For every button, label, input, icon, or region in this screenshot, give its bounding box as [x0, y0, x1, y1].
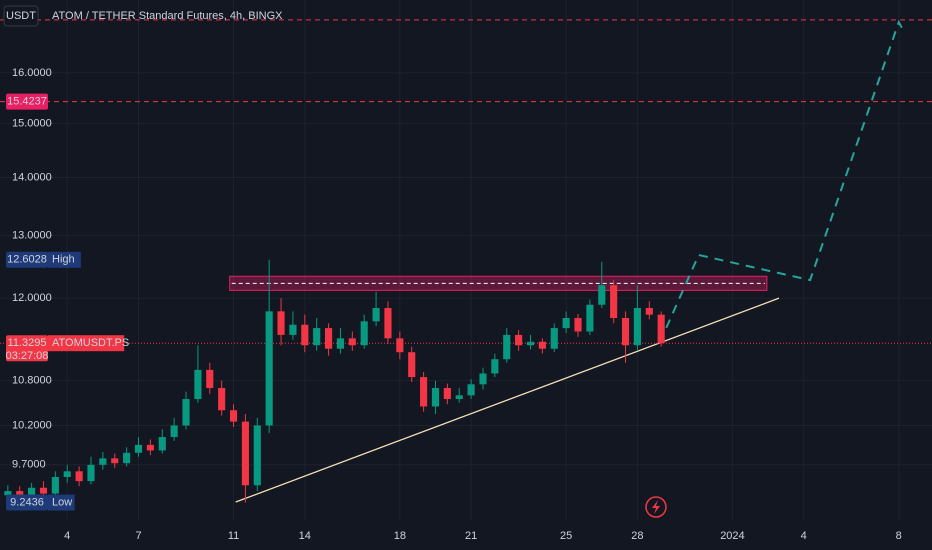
- candle-body: [550, 328, 558, 349]
- x-tick-label: 18: [394, 530, 406, 542]
- candle-body: [348, 338, 356, 346]
- candle-body: [301, 324, 309, 346]
- candle-body: [313, 328, 321, 346]
- price-label-box: [6, 93, 48, 110]
- candle-body: [158, 437, 166, 451]
- candle-body: [206, 369, 214, 388]
- candle-body: [99, 458, 107, 465]
- candle-body: [170, 425, 178, 438]
- candle-body: [633, 308, 641, 346]
- candle-body: [51, 477, 59, 494]
- y-tick-label: 14.0000: [12, 171, 52, 183]
- price-tag-box: [48, 335, 125, 352]
- candle-body: [28, 487, 36, 498]
- candle-body: [336, 338, 345, 349]
- price-label: 15.4237: [7, 95, 47, 107]
- candle-body: [491, 359, 499, 374]
- currency-box[interactable]: [3, 5, 39, 27]
- candle-body: [503, 334, 511, 360]
- x-tick-label: 14: [299, 530, 311, 542]
- candle-body: [146, 444, 154, 451]
- candle-body: [16, 491, 24, 498]
- candle-body: [134, 444, 143, 453]
- candle-body: [265, 311, 273, 426]
- candle-body: [598, 285, 606, 305]
- candle-body: [123, 452, 131, 464]
- candle-body: [420, 377, 428, 407]
- candle-body: [515, 334, 523, 346]
- candle-body: [455, 395, 463, 400]
- candle-body: [75, 471, 83, 482]
- y-tick-label: 10.2000: [12, 419, 52, 431]
- price-tag-box: [48, 494, 75, 511]
- candle-body: [574, 317, 582, 332]
- price-tag: Low: [52, 496, 72, 508]
- candle-body: [289, 324, 297, 335]
- x-tick-label: 4: [64, 530, 70, 542]
- price-tag: High: [52, 254, 75, 266]
- currency: USDT: [6, 10, 36, 22]
- candle-body: [657, 314, 665, 344]
- alert-icon[interactable]: [645, 496, 667, 518]
- candle-body: [467, 384, 475, 396]
- price-label: 11.3295: [8, 337, 47, 349]
- candle-body: [396, 338, 404, 353]
- x-tick-label: 28: [631, 530, 643, 542]
- chart-title: ATOM / TETHER Standard Futures, 4h, BING…: [52, 10, 283, 22]
- candle-body: [360, 321, 368, 346]
- x-tick-label: 7: [135, 530, 141, 542]
- countdown: 03:27:08: [6, 350, 49, 362]
- x-tick-label: 4: [801, 530, 807, 542]
- candle-body: [372, 308, 380, 322]
- candle-body: [194, 369, 202, 400]
- candle-body: [39, 487, 48, 494]
- y-tick-label: 12.0000: [12, 292, 52, 304]
- candle-body: [63, 471, 71, 478]
- candle-body: [645, 308, 653, 315]
- candle-body: [182, 399, 190, 426]
- x-tick-label: 25: [560, 530, 572, 542]
- candle-body: [241, 421, 249, 486]
- price-label-box: [6, 335, 48, 362]
- candle-body: [443, 387, 451, 400]
- y-tick-label: 10.8000: [12, 375, 52, 387]
- y-tick-label: 15.0000: [12, 117, 52, 129]
- price-tag: ATOMUSDT.PS: [52, 337, 129, 349]
- projection-path: [658, 19, 906, 343]
- price-label: 12.6028: [7, 254, 47, 266]
- candle-body: [408, 352, 416, 378]
- candle-body: [384, 308, 392, 339]
- candle-body: [325, 328, 333, 349]
- x-tick-label: 8: [896, 530, 902, 542]
- candle-body: [526, 341, 535, 346]
- candle-body: [610, 285, 618, 318]
- candle-body: [562, 317, 570, 329]
- price-label-box: [6, 494, 48, 511]
- price-label-box: [6, 251, 48, 268]
- candle-body: [111, 458, 119, 464]
- candle-body: [4, 491, 12, 496]
- x-tick-label: 2024: [720, 530, 744, 542]
- price-label: 9.2436: [10, 496, 44, 508]
- y-tick-label: 16.0000: [12, 67, 52, 79]
- candle-body: [229, 410, 238, 422]
- candle-body: [621, 317, 630, 346]
- x-tick-label: 11: [228, 530, 239, 542]
- x-tick-label: 21: [465, 530, 477, 542]
- candle-body: [253, 425, 261, 486]
- trendline: [235, 297, 780, 503]
- y-tick-label: 13.0000: [12, 229, 52, 241]
- price-tag-box: [48, 251, 81, 268]
- candle-body: [479, 373, 487, 385]
- candle-body: [586, 304, 594, 332]
- candle-body: [218, 387, 226, 411]
- candle-body: [431, 387, 440, 407]
- candle-body: [538, 341, 546, 349]
- candle-body: [87, 464, 95, 482]
- candle-body: [277, 311, 285, 335]
- y-tick-label: 9.7000: [12, 459, 46, 471]
